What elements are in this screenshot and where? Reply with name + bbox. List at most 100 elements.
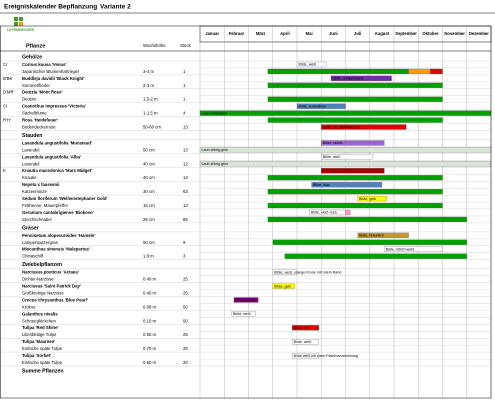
event-bar xyxy=(199,110,492,116)
event-bar xyxy=(321,168,385,174)
event-bar xyxy=(267,189,443,195)
plant-name: Nepeta x faassenii xyxy=(22,182,60,187)
event-bar xyxy=(321,154,373,160)
month-label: Juli xyxy=(354,31,361,36)
event-label: Blüte, weiß xyxy=(294,340,313,344)
plant-height: 50 cm xyxy=(143,240,155,245)
event-bar xyxy=(233,297,259,303)
event-bar xyxy=(292,352,319,359)
plant-height: 25 cm xyxy=(143,217,155,222)
logo: LEYENDECKER xyxy=(7,17,35,32)
plant-count: 13 xyxy=(183,175,188,180)
month-label: März xyxy=(256,31,266,36)
plant-name: Knautia macedonica 'Mars Midget' xyxy=(22,168,92,173)
plant-height: 40 cm xyxy=(143,161,155,166)
plant-count: 4 xyxy=(183,111,186,116)
plant-height: 0.60 m xyxy=(143,360,157,365)
plant-common: Japanischer Blumenhartriegel xyxy=(22,69,79,74)
plant-count: 25 xyxy=(183,290,188,295)
event-bar xyxy=(292,339,319,345)
plant-common: Einfache späte Tulpe xyxy=(22,360,63,365)
event-label: Blüte, weiß xyxy=(299,63,318,67)
plant-count: 25 xyxy=(183,332,188,337)
event-bar xyxy=(272,269,298,275)
footer-label: Summe Pflanzen xyxy=(22,368,64,374)
plant-height: 0.55 m xyxy=(143,332,157,337)
event-label: Blüte, violett xyxy=(323,141,343,145)
plant-height: 0.10 m xyxy=(143,318,157,323)
plant-height: 1.5-2 m xyxy=(143,97,158,102)
plant-name: Miscanthus sinensis 'Malepartus' xyxy=(22,247,90,252)
group-title: Gehölze xyxy=(22,54,42,60)
event-bar xyxy=(199,161,492,167)
event-label: Laub silbrig-grün xyxy=(202,148,229,152)
month-label: August xyxy=(375,31,390,36)
plant-height: 1-1.5 m xyxy=(143,111,158,116)
plant-code: K xyxy=(3,168,6,173)
event-label: Blüte, gelb xyxy=(274,284,291,288)
plant-common: Säckelblume xyxy=(22,111,47,116)
plant-height: 0.70 m xyxy=(143,346,157,351)
event-bar xyxy=(408,68,431,75)
event-bar xyxy=(292,325,319,331)
event-label: Laub silbrig-grün xyxy=(202,162,229,166)
plant-name: Geranium cantabrigiense 'Biokovo' xyxy=(22,210,94,215)
plant-name: Tulipa 'Sorbet' xyxy=(22,353,51,358)
plant-count: 20 xyxy=(183,360,188,365)
event-bar xyxy=(267,175,443,181)
plant-name: Narcissus 'Saint Patrick Day' xyxy=(22,284,81,289)
event-label: Blüte, dunkelviolett xyxy=(332,77,362,81)
event-bar xyxy=(321,140,385,146)
plant-count: 25 xyxy=(183,346,188,351)
plant-common: Dichter-Narzisse xyxy=(22,277,54,282)
plant-name: Lavandula angustifolia 'Alba' xyxy=(22,154,81,159)
plant-common: Sommerflieder xyxy=(22,83,51,88)
event-label: Blüte, bräunlich xyxy=(359,234,384,238)
plant-name: Deutzia 'Mont Rose' xyxy=(22,90,62,95)
plant-name: Sedum floriferum 'Weihenstephaner Gold' xyxy=(22,196,108,201)
plant-common: Großkronige Narzisse xyxy=(22,290,64,295)
logo-text: LEYENDECKER xyxy=(7,28,35,32)
event-label: Blüte, purpur xyxy=(235,298,256,302)
event-label: Blüte, rot, öfterblühend xyxy=(323,125,359,129)
event-bar xyxy=(357,232,409,238)
event-bar xyxy=(284,253,467,259)
event-bar xyxy=(267,202,443,209)
event-label: Blüte, rot xyxy=(294,326,308,330)
event-label: Blüte, rötlich-weiß xyxy=(386,248,415,252)
plant-count: 86 xyxy=(183,217,188,222)
plant-height: 15 cm xyxy=(143,203,155,208)
plant-height: 50 cm xyxy=(143,147,155,152)
event-label: Blüte, weiß xyxy=(233,312,252,316)
event-label: Blüte, weiß xyxy=(323,155,342,159)
col-count: Stück xyxy=(180,43,192,48)
plant-height: 50-60 cm xyxy=(143,124,161,129)
month-label: Oktober xyxy=(422,31,438,36)
event-bar xyxy=(321,124,407,130)
month-label: Dezember xyxy=(469,31,489,36)
event-label: Blüte, blau xyxy=(313,183,330,187)
col-plant: Pflanze xyxy=(26,43,45,49)
plant-count: 25 xyxy=(183,277,188,282)
plant-height: 40 cm xyxy=(143,175,155,180)
plant-count: 50 xyxy=(183,304,188,309)
plant-name: Cornus kousa 'Venus' xyxy=(22,62,67,67)
plant-code: D'MR' xyxy=(3,90,15,95)
plant-common: Storchschnabel xyxy=(22,217,52,222)
event-bar xyxy=(272,283,295,289)
event-bar xyxy=(311,182,382,188)
plant-common: Lavendel xyxy=(22,161,39,166)
event-bar xyxy=(272,239,467,245)
plant-name: Buddleja davidii 'Black Knight' xyxy=(22,76,84,81)
plant-code: Cr xyxy=(3,62,8,67)
event-label: Blüte, weiß, orange Krone mit rotem Rand xyxy=(274,270,341,274)
event-bar xyxy=(330,75,392,81)
event-bar xyxy=(267,96,443,102)
event-bar xyxy=(267,117,443,123)
plant-count: 13 xyxy=(183,203,188,208)
event-label: Blüte weiß mit roten Flammenzeichnung xyxy=(294,354,358,358)
plant-common: Schneeglöckchen xyxy=(22,318,57,323)
plant-common: Knautie xyxy=(22,175,37,180)
month-label: November xyxy=(444,31,465,36)
event-bar xyxy=(345,209,351,216)
